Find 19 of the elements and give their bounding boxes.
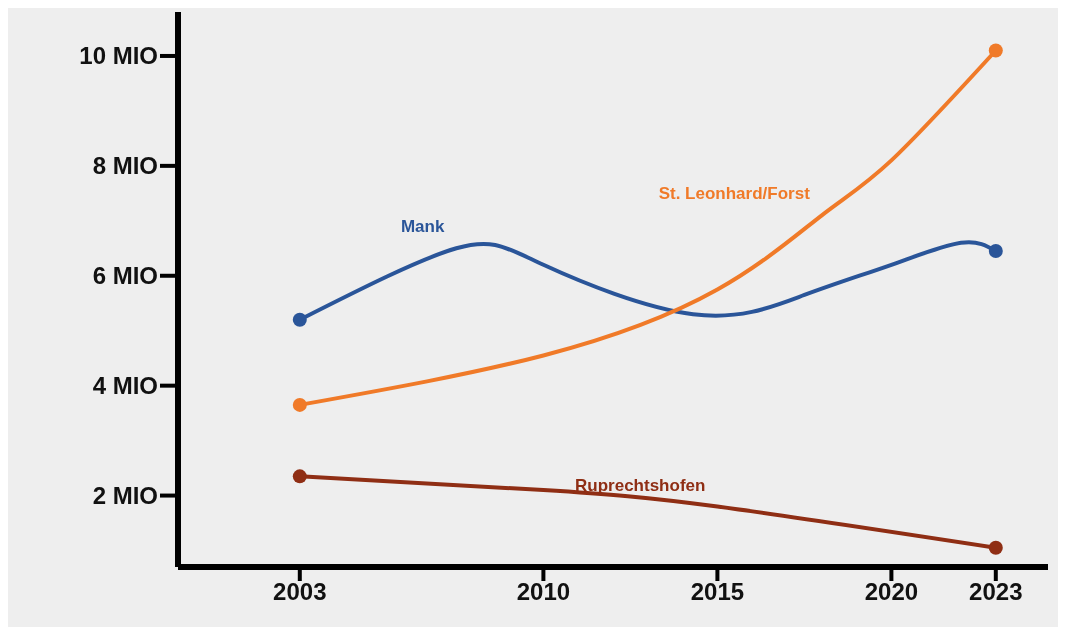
point: [988, 540, 1003, 555]
y-tick-label: 4 MIO: [92, 372, 158, 400]
x-tick-label: 2003: [273, 578, 327, 606]
y-tick-label: 2 MIO: [92, 482, 158, 510]
point: [292, 312, 307, 327]
y-tick-label: 10 MIO: [79, 42, 158, 70]
point: [988, 43, 1003, 58]
series-label: Mank: [400, 217, 445, 237]
x-tick-label: 2015: [690, 578, 745, 606]
series-label: St. Leonhard/Forst: [658, 184, 811, 204]
y-tick-label: 8 MIO: [92, 152, 158, 180]
x-tick-label: 2010: [516, 578, 571, 606]
point: [292, 397, 307, 412]
point: [988, 244, 1003, 259]
point: [292, 469, 307, 484]
x-tick-label: 2020: [864, 578, 919, 606]
series-label: Ruprechtshofen: [575, 475, 706, 495]
y-tick-label: 6 MIO: [92, 262, 158, 290]
x-tick-label: 2023: [969, 578, 1023, 606]
